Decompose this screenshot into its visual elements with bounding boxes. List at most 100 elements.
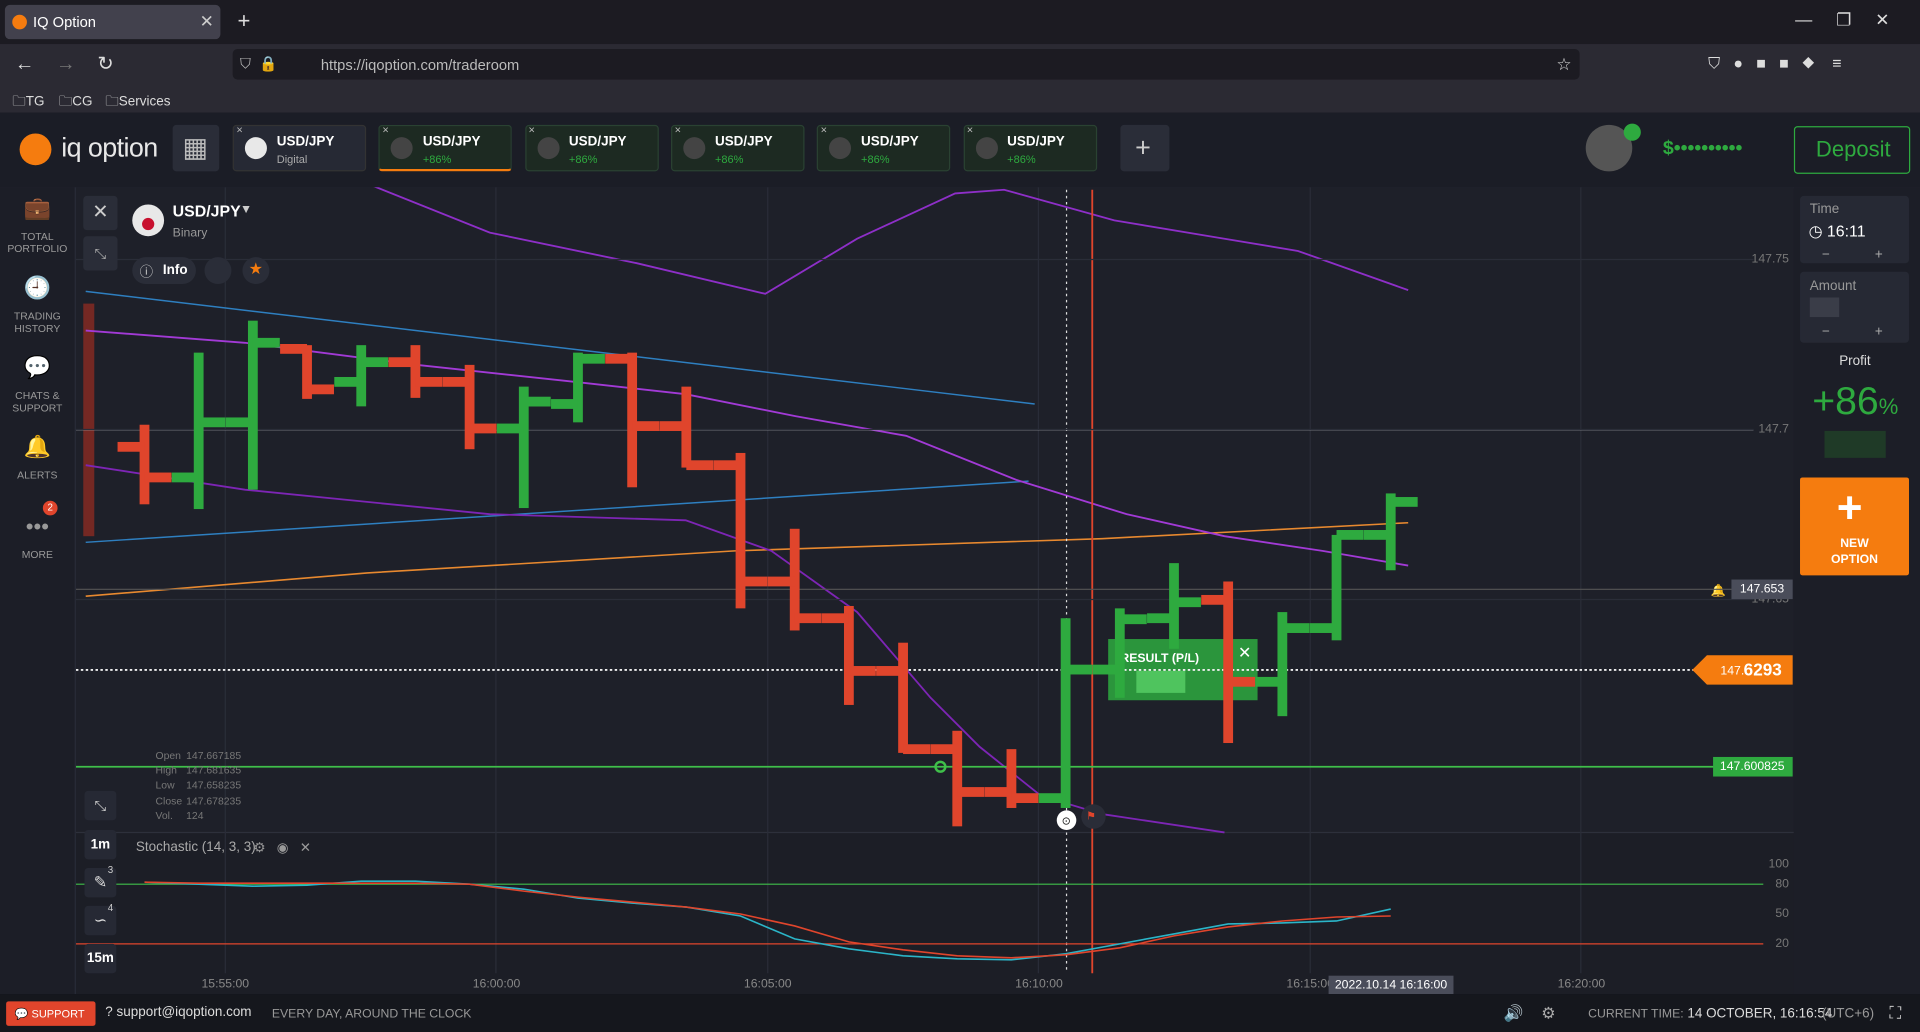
extensions[interactable]: ⛉ ● ■ ■ ◆ ≡ (1708, 53, 1842, 73)
nav-buttons[interactable]: ← → ↻ (14, 53, 114, 75)
current-price-tag (1692, 655, 1793, 685)
x-tick-label: 16:00:00 (473, 976, 521, 990)
candle-close (469, 423, 497, 434)
sidebar-icon[interactable]: 💼 (23, 195, 52, 221)
tool-button[interactable]: ✎ (84, 867, 117, 898)
asset-name[interactable]: USD/JPY (172, 201, 241, 221)
bookmark[interactable]: 🗀TG (12, 94, 45, 109)
x-tick-label: 16:20:00 (1558, 976, 1606, 990)
current-time: 14 OCTOBER, 16:16:54 (1687, 1006, 1833, 1021)
asset-tab-name: USD/JPY (568, 134, 627, 150)
asset-tab-detail: +86% (1007, 153, 1036, 166)
footer-icons[interactable]: 🔊 ⚙ (1503, 1003, 1556, 1023)
sidebar-label: MORE (21, 548, 53, 561)
stochastic-tick-label: 80 (1775, 876, 1789, 890)
favorite-button[interactable] (242, 257, 270, 285)
amount-steppers[interactable]: − + (1822, 324, 1883, 340)
candle-open (659, 421, 687, 431)
candle-range (1277, 612, 1288, 717)
candle-open (280, 344, 308, 354)
candle-close (1390, 497, 1418, 507)
candle-range (193, 352, 204, 510)
balance[interactable]: $•••••••••• (1662, 138, 1743, 160)
candle-close (415, 376, 443, 387)
asset-type: Binary (172, 226, 208, 240)
fullscreen[interactable]: ⛶ (1889, 1002, 1902, 1023)
info-button[interactable] (132, 257, 196, 285)
asset-tab-detail: Digital (276, 153, 308, 166)
asset-tab-close[interactable]: × (382, 123, 389, 136)
ohlc-label: Close (155, 794, 183, 807)
asset-tab-close[interactable]: × (820, 123, 828, 136)
timeframe[interactable]: 1m (84, 830, 117, 860)
sidebar-icon[interactable]: 💬 (23, 355, 52, 380)
asset-tab-close[interactable]: × (674, 123, 682, 136)
tab-close[interactable]: ✕ (199, 11, 214, 31)
tool-button[interactable]: ⤡ (84, 790, 117, 821)
candle-close (1119, 614, 1147, 625)
candle-close (848, 666, 876, 676)
sidebar-icon[interactable]: ••• (25, 514, 49, 539)
window-controls[interactable]: — ❐ ✕ (1795, 9, 1890, 30)
url-bar[interactable] (232, 48, 1580, 80)
close-chart[interactable]: ✕ (83, 195, 118, 231)
sidebar-label: TRADING HISTORY (13, 309, 61, 335)
time-box[interactable] (1800, 195, 1909, 264)
candle-range (1114, 608, 1125, 698)
x-tick-label: 16:10:00 (1015, 976, 1063, 990)
sidebar-label: CHATS & SUPPORT (12, 389, 63, 414)
bookmark[interactable]: 🗀CG (58, 94, 93, 109)
asset-dropdown[interactable]: ▼ (240, 203, 253, 217)
verified-badge (1623, 123, 1641, 141)
logo-text: iq option (61, 132, 158, 163)
candle-close (632, 421, 660, 431)
candle-close (1336, 530, 1364, 540)
timeframe[interactable]: 15m (84, 943, 117, 974)
asset-tab-close[interactable]: × (966, 123, 974, 136)
asset-tab-name: USD/JPY (422, 134, 481, 150)
add-asset[interactable] (1120, 124, 1170, 172)
candle-range (1331, 534, 1342, 641)
bookmark-star[interactable]: ☆ (1556, 53, 1572, 74)
apps-icon: ▦ (182, 132, 208, 163)
browser-tab[interactable] (4, 4, 221, 40)
asset-tab-detail: +86% (568, 153, 598, 166)
current-time-label: CURRENT TIME: (1588, 1007, 1684, 1021)
asset-tab-icon (683, 137, 706, 160)
candle-range (247, 320, 258, 490)
apps-button[interactable] (172, 124, 220, 172)
support-button[interactable] (6, 1001, 96, 1026)
stochastic-line (144, 880, 1391, 961)
tool-button[interactable]: ∽ (84, 905, 117, 936)
stochastic-line (144, 881, 1391, 959)
new-option-button[interactable] (1800, 477, 1909, 576)
candle-range (573, 352, 583, 423)
sidebar-icon[interactable]: 🔔 (23, 434, 52, 460)
candle-close (740, 576, 768, 587)
candle-close (198, 417, 226, 428)
time-steppers[interactable]: − + (1822, 247, 1883, 262)
minimize-chart[interactable]: ⤡ (83, 236, 118, 271)
support-text: SUPPORT (31, 1007, 85, 1020)
asset-tab-close[interactable]: × (236, 123, 243, 136)
candle-open (496, 423, 524, 434)
alert-button[interactable] (204, 257, 232, 285)
ohlc-value: 147.681635 (186, 764, 242, 777)
ohlc-label: Vol. (155, 808, 173, 822)
asset-tab-close[interactable]: × (528, 123, 535, 136)
ohlc-label: Low (155, 779, 175, 792)
candle-close (1282, 623, 1310, 633)
result-close[interactable]: ✕ (1238, 645, 1251, 662)
candle-close (1011, 793, 1039, 804)
sidebar-icon[interactable]: 🕘 (23, 275, 52, 300)
sidebar-label: TOTAL PORTFOLIO (7, 230, 68, 255)
tool-badge: 3 (107, 864, 114, 876)
deposit-label: Deposit (1815, 137, 1891, 162)
deposit-button[interactable] (1793, 126, 1911, 174)
time-label: Time (1809, 201, 1840, 217)
new-tab[interactable]: + (237, 8, 251, 34)
support-email[interactable]: ? support@iqoption.com (105, 1005, 252, 1020)
stochastic-controls[interactable]: ⚙ ◉ ✕ (253, 841, 312, 856)
bookmark[interactable]: 🗀Services (105, 94, 171, 109)
new-option-icon: + (1836, 482, 1863, 533)
